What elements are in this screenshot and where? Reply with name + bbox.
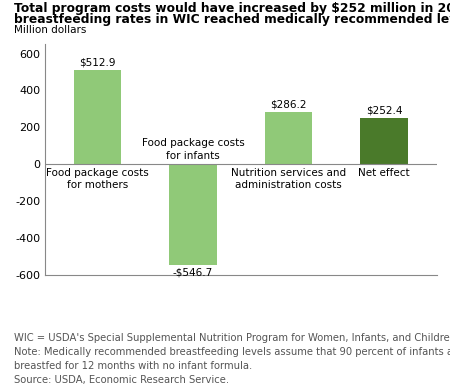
Bar <box>360 118 408 164</box>
Bar <box>74 70 122 164</box>
Text: Food package costs
for infants: Food package costs for infants <box>142 138 244 161</box>
Text: -$546.7: -$546.7 <box>173 267 213 277</box>
Text: Nutrition services and
administration costs: Nutrition services and administration co… <box>231 168 346 191</box>
Text: Net effect: Net effect <box>358 168 410 178</box>
Text: $512.9: $512.9 <box>79 58 116 68</box>
Text: Total program costs would have increased by $252 million in 2016 if: Total program costs would have increased… <box>14 2 450 15</box>
Bar <box>169 164 217 265</box>
Bar <box>265 112 312 164</box>
Text: $252.4: $252.4 <box>366 106 402 116</box>
Text: Million dollars: Million dollars <box>14 25 86 35</box>
Text: $286.2: $286.2 <box>270 100 307 110</box>
Text: WIC = USDA's Special Supplemental Nutrition Program for Women, Infants, and Chil: WIC = USDA's Special Supplemental Nutrit… <box>14 333 450 385</box>
Text: breastfeeding rates in WIC reached medically recommended levels: breastfeeding rates in WIC reached medic… <box>14 13 450 26</box>
Text: Food package costs
for mothers: Food package costs for mothers <box>46 168 149 191</box>
